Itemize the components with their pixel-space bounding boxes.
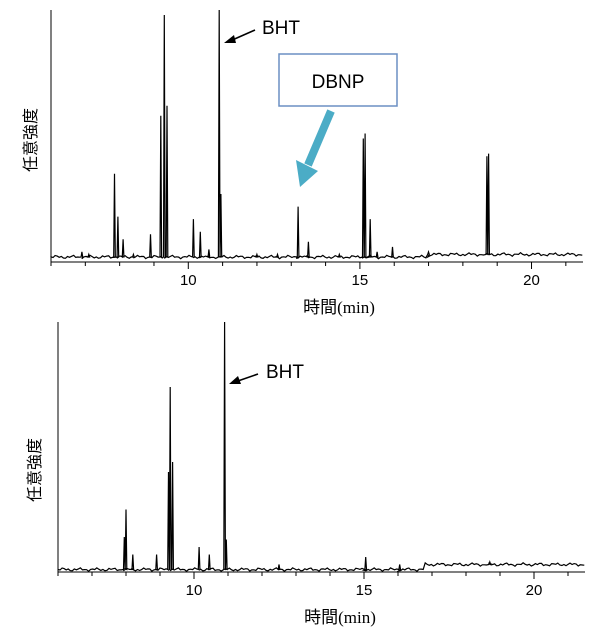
x-tick-label: 20 bbox=[526, 582, 543, 599]
x-tick-label: 10 bbox=[180, 272, 197, 289]
dbnp-label: DBNP bbox=[312, 72, 365, 93]
x-tick-label: 10 bbox=[186, 582, 203, 599]
x-tick-label: 20 bbox=[523, 272, 540, 289]
y-axis-label-bottom: 任意強度 bbox=[25, 438, 44, 502]
x-axis-label-bottom: 時間(min) bbox=[304, 608, 376, 627]
bht-label-bottom: BHT bbox=[266, 362, 304, 383]
bht-label-top: BHT bbox=[262, 18, 300, 39]
dbnp-label-box bbox=[278, 53, 398, 107]
dbnp-arrow-shaft bbox=[304, 109, 335, 167]
chromatogram-trace-bottom bbox=[57, 321, 585, 572]
chromatogram-trace-top bbox=[50, 9, 583, 260]
chromatogram-bottom: 10 15 20 任意強度 時間(min) BHT bbox=[25, 321, 585, 627]
x-tick-label: 15 bbox=[356, 582, 373, 599]
dbnp-arrowhead bbox=[296, 160, 318, 187]
x-tick-label: 15 bbox=[352, 272, 369, 289]
y-axis-label-top: 任意強度 bbox=[21, 108, 40, 172]
bht-arrowhead-top bbox=[224, 35, 236, 43]
x-axis-label-top: 時間(min) bbox=[303, 298, 375, 317]
chromatogram-top: 10 15 20 任意強度 時間(min) BHT DBNP bbox=[21, 9, 583, 317]
bht-arrowhead-bottom bbox=[229, 376, 241, 384]
